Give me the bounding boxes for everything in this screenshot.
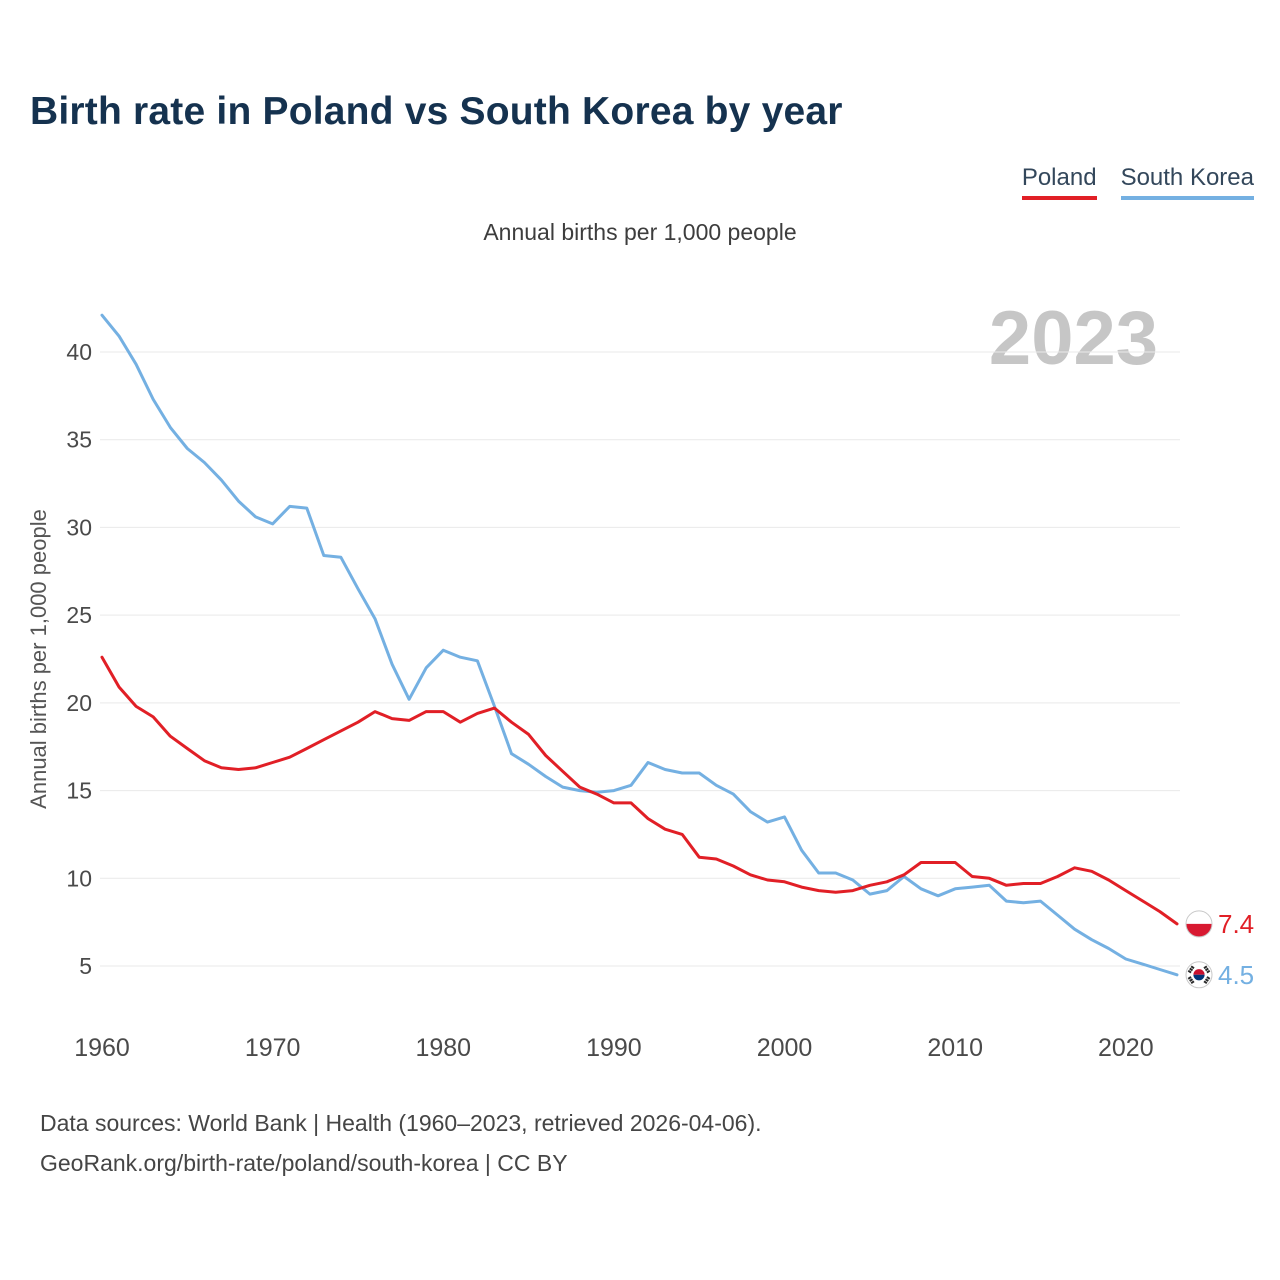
watermark-year: 2023	[989, 296, 1158, 381]
y-tick-label: 40	[66, 339, 92, 365]
south-korea-line[interactable]	[100, 313, 1179, 977]
chart-legend: Poland South Korea	[1021, 164, 1254, 200]
x-tick-label: 2000	[757, 1034, 813, 1062]
y-tick-label: 15	[66, 778, 92, 804]
y-tick-label: 5	[79, 953, 92, 979]
legend-item-poland[interactable]: Poland	[1021, 164, 1097, 200]
x-tick-label: 1990	[586, 1034, 642, 1062]
footer: Data sources: World Bank | Health (1960–…	[40, 1104, 762, 1183]
y-tick-label: 30	[66, 514, 92, 540]
poland-line[interactable]	[100, 655, 1179, 926]
poland-flag-icon	[1185, 910, 1213, 938]
x-tick-label: 2020	[1098, 1034, 1154, 1062]
x-tick-label: 1970	[245, 1034, 301, 1062]
x-tick-label: 2010	[927, 1034, 983, 1062]
x-tick-label: 1980	[415, 1034, 471, 1062]
data-sources-line: Data sources: World Bank | Health (1960–…	[40, 1110, 762, 1136]
y-tick-label: 25	[66, 602, 92, 628]
y-tick-label: 35	[66, 427, 92, 453]
y-tick-label: 20	[66, 690, 92, 716]
poland-end-value: 7.4	[1218, 909, 1254, 939]
birth-rate-line-chart[interactable]: 2023 5 10 15 20 25 30 35 40 1960 1970 1980 1990 2000 2…	[0, 270, 1280, 1080]
legend-item-south-korea[interactable]: South Korea	[1120, 164, 1254, 200]
south-korea-end-value: 4.5	[1218, 960, 1254, 990]
y-tick-label: 10	[66, 865, 92, 891]
page-title: Birth rate in Poland vs South Korea by y…	[30, 90, 843, 133]
attribution-line: GeoRank.org/birth-rate/poland/south-kore…	[40, 1149, 568, 1176]
x-tick-label: 1960	[74, 1034, 130, 1062]
y-axis-title: Annual births per 1,000 people	[26, 509, 51, 809]
chart-subtitle: Annual births per 1,000 people	[483, 219, 797, 245]
south-korea-flag-icon	[1185, 961, 1213, 989]
